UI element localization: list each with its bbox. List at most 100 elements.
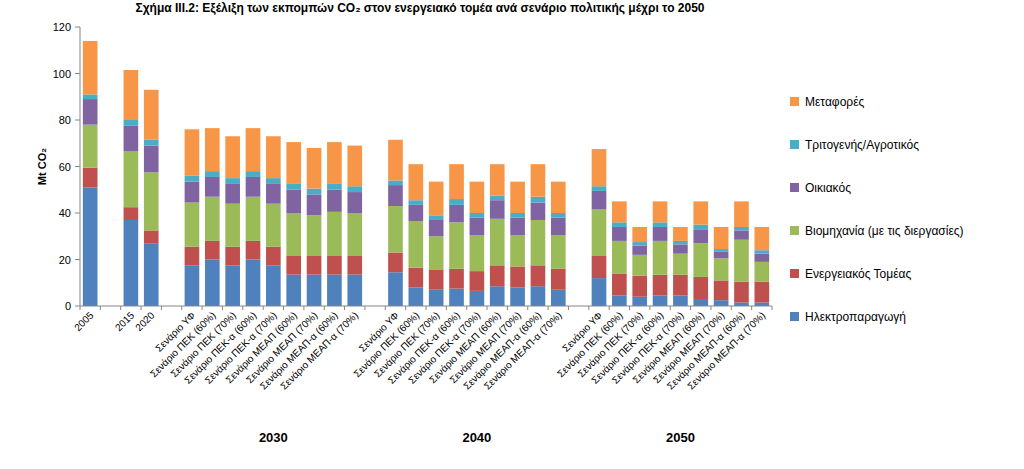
bar-segment — [266, 178, 281, 184]
x-tick — [507, 306, 508, 310]
bar-segment — [754, 250, 769, 253]
bar-segment — [490, 286, 505, 306]
legend-swatch — [790, 226, 799, 235]
bar-segment — [246, 128, 261, 171]
bar-segment — [408, 287, 423, 306]
bar-segment — [632, 227, 647, 242]
bar-segment — [225, 247, 240, 266]
x-tick — [385, 306, 386, 310]
y-tick-label: 100 — [53, 68, 71, 80]
bar-segment — [205, 241, 220, 260]
legend-swatch — [790, 269, 799, 278]
bar-segment — [307, 256, 322, 275]
bar-segment — [185, 265, 200, 306]
bar-segment — [388, 180, 403, 185]
bar-segment — [307, 215, 322, 256]
x-tick — [690, 306, 691, 310]
bar-segment — [490, 200, 505, 219]
bar-segment — [205, 260, 220, 307]
bar-segment — [185, 247, 200, 266]
bar-segment — [307, 189, 322, 195]
bar-segment — [266, 184, 281, 204]
bar-segment — [714, 227, 729, 249]
bar-segment — [185, 176, 200, 182]
bar-segment — [653, 241, 668, 275]
bar-segment — [470, 213, 485, 218]
bar-segment — [551, 290, 566, 306]
bar-segment — [408, 205, 423, 221]
bar-segment — [632, 276, 647, 297]
bar-segment — [551, 182, 566, 213]
bar-segment — [124, 220, 139, 306]
x-tick-label: 2020 — [133, 309, 157, 333]
bar-segment — [551, 213, 566, 218]
bar-segment — [327, 142, 342, 184]
bar-segment — [754, 262, 769, 282]
x-tick — [283, 306, 284, 310]
bar-segment — [347, 186, 362, 192]
bar-segment — [693, 277, 708, 299]
bar-segment — [286, 256, 301, 275]
bar-segment — [510, 235, 525, 266]
bar-segment — [225, 178, 240, 184]
x-tick — [405, 306, 406, 310]
bar-segment — [490, 265, 505, 286]
x-tick — [120, 306, 121, 310]
bar-segment — [185, 129, 200, 176]
x-tick — [303, 306, 304, 310]
bar-segment — [429, 220, 444, 236]
y-tick — [75, 213, 80, 214]
y-tick — [75, 27, 80, 28]
bar-segment — [693, 299, 708, 306]
bar-segment — [734, 227, 749, 230]
x-tick-label: Σενάριο ΜΕΑΠ-α (60%) — [258, 310, 340, 392]
bar-segment — [653, 201, 668, 222]
bar-segment — [246, 241, 261, 260]
bar-segment — [592, 278, 607, 306]
bar-segment — [286, 184, 301, 190]
x-tick-label: 2005 — [72, 309, 96, 333]
bar-segment — [124, 70, 139, 120]
bar-segment — [83, 41, 98, 94]
bar-segment — [612, 201, 627, 222]
legend-swatch — [790, 97, 799, 106]
bar-segment — [673, 241, 688, 244]
bar-segment — [449, 205, 464, 222]
y-tick — [75, 73, 80, 74]
bar-segment — [470, 271, 485, 291]
bar-segment — [551, 269, 566, 290]
x-tick — [710, 306, 711, 310]
legend-label: Τριτογενής/Αγροτικός — [805, 138, 919, 152]
bar-segment — [144, 90, 159, 140]
bar-segment — [266, 204, 281, 247]
bar-segment — [83, 125, 98, 168]
group-label: 2040 — [462, 430, 491, 445]
x-tick — [670, 306, 671, 310]
x-tick — [141, 306, 142, 310]
bar-segment — [347, 256, 362, 275]
bar-segment — [490, 196, 505, 201]
bar-segment — [144, 146, 159, 173]
bar-segment — [592, 186, 607, 191]
bar-segment — [632, 246, 647, 255]
bar-segment — [83, 168, 98, 188]
bar-segment — [754, 227, 769, 250]
bar-segment — [653, 275, 668, 296]
x-tick-label: Σενάριο ΜΕΑΠ-α (70%) — [482, 310, 564, 392]
bar-segment — [470, 291, 485, 306]
x-tick — [263, 306, 264, 310]
bar-segment — [612, 273, 627, 295]
bar-segment — [734, 282, 749, 303]
bar-segment — [531, 265, 546, 286]
bar-segment — [449, 164, 464, 199]
bar-segment — [592, 256, 607, 278]
x-tick — [100, 306, 101, 310]
bar-segment — [327, 184, 342, 190]
bar-segment — [734, 240, 749, 282]
bar-segment — [551, 235, 566, 269]
bar-segment — [347, 213, 362, 256]
x-tick — [202, 306, 203, 310]
bar-segment — [225, 265, 240, 306]
bar-segment — [510, 287, 525, 306]
bar-segment — [266, 265, 281, 306]
